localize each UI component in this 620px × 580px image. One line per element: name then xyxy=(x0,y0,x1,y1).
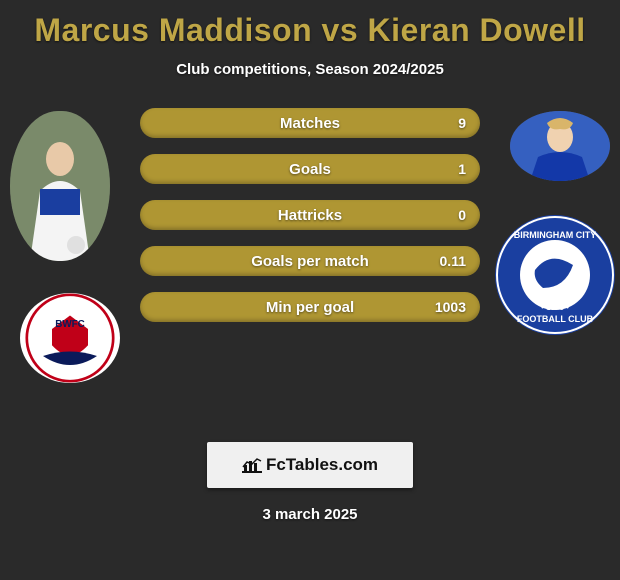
stats-area: BWFC BIRMINGHAM CITY FOOTBALL CLUB • 187… xyxy=(0,108,620,388)
stat-value: 1003 xyxy=(435,299,466,315)
source-logo: FcTables.com xyxy=(207,442,413,488)
logo-label: FcTables.com xyxy=(266,455,378,475)
logo-text: FcTables.com xyxy=(242,455,378,475)
stat-bars: Matches 9 Goals 1 Hattricks 0 Goals per … xyxy=(140,108,480,338)
stat-value: 0 xyxy=(458,207,466,223)
player-right-avatar xyxy=(510,111,610,181)
stat-label: Goals xyxy=(289,161,331,178)
svg-text:FOOTBALL CLUB: FOOTBALL CLUB xyxy=(517,314,594,324)
stat-label: Matches xyxy=(280,115,340,132)
stat-label: Min per goal xyxy=(266,299,354,316)
stat-value: 9 xyxy=(458,115,466,131)
page-title: Marcus Maddison vs Kieran Dowell xyxy=(0,0,620,49)
chart-icon xyxy=(242,457,262,473)
stat-value: 1 xyxy=(458,161,466,177)
svg-text:BIRMINGHAM CITY: BIRMINGHAM CITY xyxy=(514,230,597,240)
stat-label: Hattricks xyxy=(278,207,342,224)
stat-label: Goals per match xyxy=(251,253,369,270)
stat-bar: Matches 9 xyxy=(140,108,480,138)
club-right-crest: BIRMINGHAM CITY FOOTBALL CLUB • 1875 • xyxy=(495,210,615,340)
svg-text:• 1875 •: • 1875 • xyxy=(541,303,569,312)
subtitle: Club competitions, Season 2024/2025 xyxy=(0,61,620,78)
player-left-avatar xyxy=(10,111,110,261)
date-text: 3 march 2025 xyxy=(0,506,620,523)
stat-bar: Goals 1 xyxy=(140,154,480,184)
svg-text:BWFC: BWFC xyxy=(55,319,85,330)
stat-bar: Hattricks 0 xyxy=(140,200,480,230)
stat-value: 0.11 xyxy=(440,253,466,269)
club-left-crest: BWFC xyxy=(20,293,120,383)
stat-bar: Goals per match 0.11 xyxy=(140,246,480,276)
stat-bar: Min per goal 1003 xyxy=(140,292,480,322)
